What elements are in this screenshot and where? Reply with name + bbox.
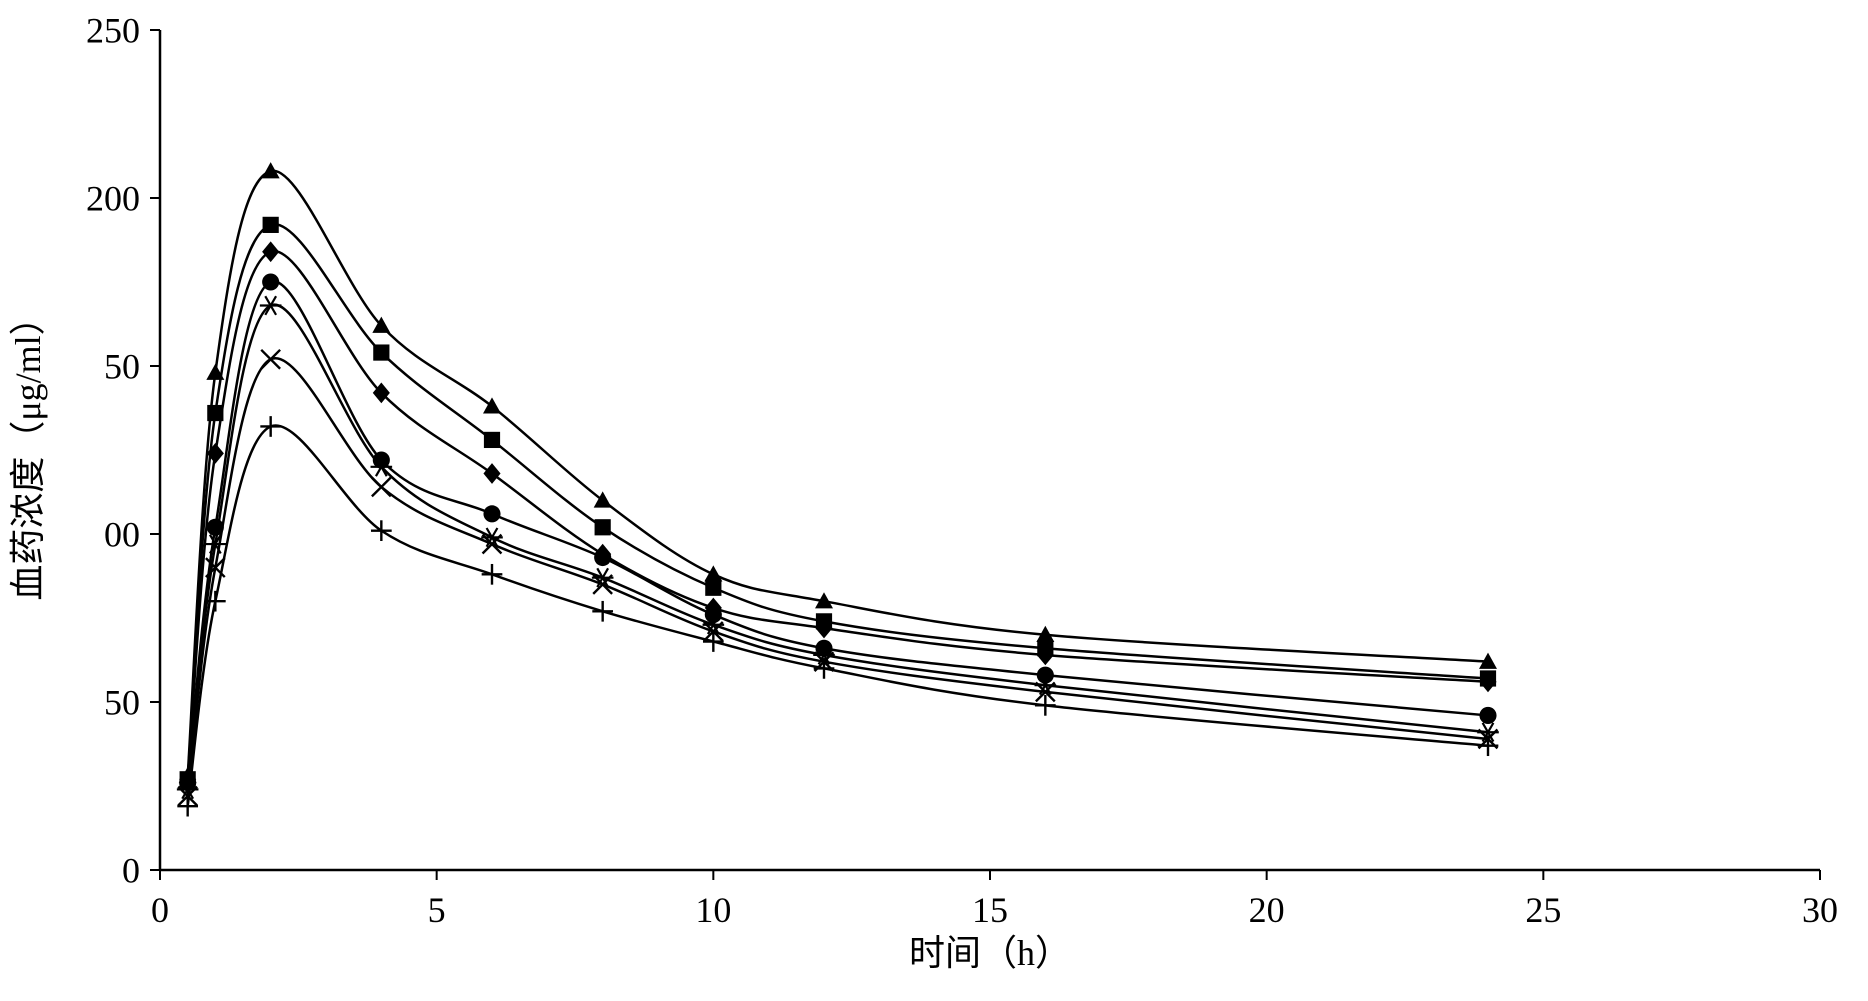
pk-line-chart: 0 5 10 15 20 25 30 0 50 00 50 200 250 时间（h） 血药浓度（μg/ml… bbox=[0, 0, 1868, 1001]
y-tick-label: 50 bbox=[104, 347, 140, 387]
circle-marker bbox=[483, 505, 500, 522]
y-tick-label: 0 bbox=[122, 851, 140, 891]
circle-marker bbox=[705, 606, 722, 623]
square-marker bbox=[595, 519, 611, 535]
circle-marker bbox=[262, 273, 279, 290]
x-tick-label: 5 bbox=[428, 890, 446, 930]
x-tick-label: 25 bbox=[1525, 890, 1561, 930]
square-marker bbox=[484, 432, 500, 448]
x-axis-label: 时间（h） bbox=[909, 933, 1071, 973]
x-tick-label: 20 bbox=[1249, 890, 1285, 930]
y-axis-label: 血药浓度（μg/ml） bbox=[8, 299, 48, 600]
square-marker bbox=[373, 344, 389, 360]
y-tick-label: 250 bbox=[86, 11, 140, 51]
circle-marker bbox=[1479, 707, 1496, 724]
x-tick-label: 10 bbox=[695, 890, 731, 930]
square-marker bbox=[263, 217, 279, 233]
square-marker bbox=[705, 580, 721, 596]
x-tick-label: 15 bbox=[972, 890, 1008, 930]
circle-marker bbox=[594, 549, 611, 566]
x-tick-label: 30 bbox=[1802, 890, 1838, 930]
y-tick-label: 00 bbox=[104, 515, 140, 555]
x-tick-label: 0 bbox=[151, 890, 169, 930]
circle-marker bbox=[1037, 667, 1054, 684]
y-tick-label: 50 bbox=[104, 683, 140, 723]
y-tick-label: 200 bbox=[86, 179, 140, 219]
